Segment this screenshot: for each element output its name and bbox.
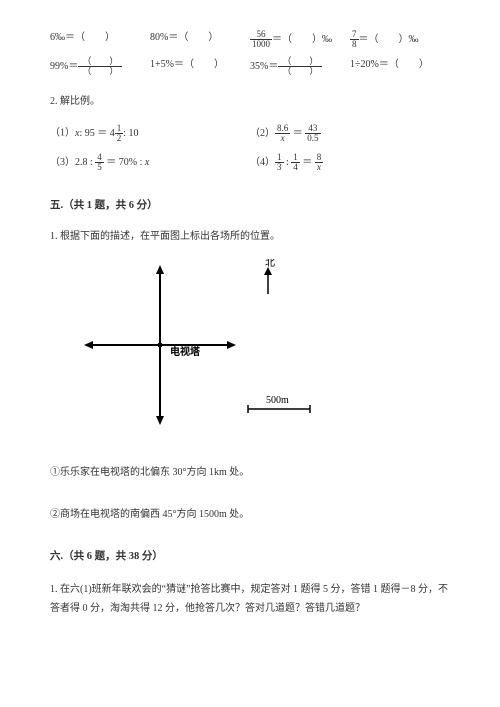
blank-den: （ ） <box>278 67 322 76</box>
item-num: （1） <box>50 128 75 139</box>
conv-99pct: 99%＝（ ）（ ） <box>50 57 150 76</box>
proportion-2: （2）8.6x ＝ 430.5 <box>250 124 450 143</box>
item-num: （2） <box>250 128 275 139</box>
eq-sign: ＝ <box>300 157 315 168</box>
frac-den: 3 <box>275 163 284 172</box>
s6-q1-text: 1. 在六(1)班新年联欢会的“猜谜”抢答比赛中，规定答对 1 题得 5 分，答… <box>50 580 450 618</box>
frac-den: 5 <box>95 163 104 172</box>
lead-text: 99%＝ <box>50 61 78 72</box>
blank-den: （ ） <box>78 67 122 76</box>
eq-sign: ＝ <box>290 128 305 139</box>
diagram-svg: 北 电视塔 500m <box>80 259 340 439</box>
conv-7-8: 78＝（ ）‰ <box>350 30 450 49</box>
s5-sub2: ②商场在电视塔的南偏西 45°方向 1500m 处。 <box>50 507 450 523</box>
north-label: 北 <box>265 259 275 269</box>
frac-den: 0.5 <box>305 134 320 143</box>
proportion-3: （3）2.8 : 45 ＝ 70% : x <box>50 153 250 172</box>
conv-1plus5pct: 1+5%＝（ ） <box>150 57 250 76</box>
proportion-1: （1）x: 95 ＝ 412: 10 <box>50 124 250 143</box>
lead-text: 35%＝ <box>250 61 278 72</box>
frac-den: 4 <box>291 163 300 172</box>
conv-80pct: 80%＝（ ） <box>150 30 250 49</box>
q2-label: 2. 解比例。 <box>50 94 450 110</box>
scale-bar: 500m <box>248 395 310 413</box>
conv-56-1000: 561000＝（ ）‰ <box>250 30 350 49</box>
conv-1div20pct: 1÷20%＝（ ） <box>350 57 450 76</box>
section-5-heading: 五.（共 1 题，共 6 分） <box>50 198 450 215</box>
tail-text: ＝（ ）‰ <box>272 34 332 45</box>
expr-b: : 10 <box>123 126 138 142</box>
section-6-heading: 六.（共 6 题，共 38 分） <box>50 549 450 566</box>
proportions-block: （1）x: 95 ＝ 412: 10 （2）8.6x ＝ 430.5 （3）2.… <box>50 124 450 172</box>
item-num: （3） <box>50 157 75 168</box>
conversion-row-1: 6‰＝（ ） 80%＝（ ） 561000＝（ ）‰ 78＝（ ）‰ <box>50 30 450 49</box>
conv-35pct: 35%＝（ ）（ ） <box>250 57 350 76</box>
var-x: x <box>145 157 149 168</box>
expr-a: 2.8 : <box>75 157 95 168</box>
s5-sub1: ①乐乐家在电视塔的北偏东 30°方向 1km 处。 <box>50 465 450 481</box>
colon: : <box>284 157 292 168</box>
conversion-row-2: 99%＝（ ）（ ） 1+5%＝（ ） 35%＝（ ）（ ） 1÷20%＝（ ） <box>50 57 450 76</box>
proportion-4: （4）13 : 14 ＝ 8x <box>250 153 450 172</box>
north-arrow-icon: 北 <box>264 259 275 294</box>
axes-cross: 电视塔 <box>84 265 236 425</box>
frac-den: 8 <box>350 40 359 49</box>
frac-den: 2 <box>115 134 124 143</box>
scale-label: 500m <box>266 395 289 406</box>
conv-6permille: 6‰＝（ ） <box>50 30 150 49</box>
frac-den: 1000 <box>250 40 272 49</box>
position-diagram: 北 电视塔 500m <box>80 259 450 439</box>
item-num: （4） <box>250 157 275 168</box>
tower-label: 电视塔 <box>170 345 201 358</box>
expr-a: : 95 ＝ 4 <box>79 126 114 142</box>
frac-den: x <box>315 163 324 172</box>
frac-den: x <box>275 134 290 143</box>
tail-text: ＝（ ）‰ <box>359 34 419 45</box>
expr-b: ＝ 70% : <box>104 157 145 168</box>
s5-q1-text: 1. 根据下面的描述，在平面图上标出各场所的位置。 <box>50 229 450 245</box>
